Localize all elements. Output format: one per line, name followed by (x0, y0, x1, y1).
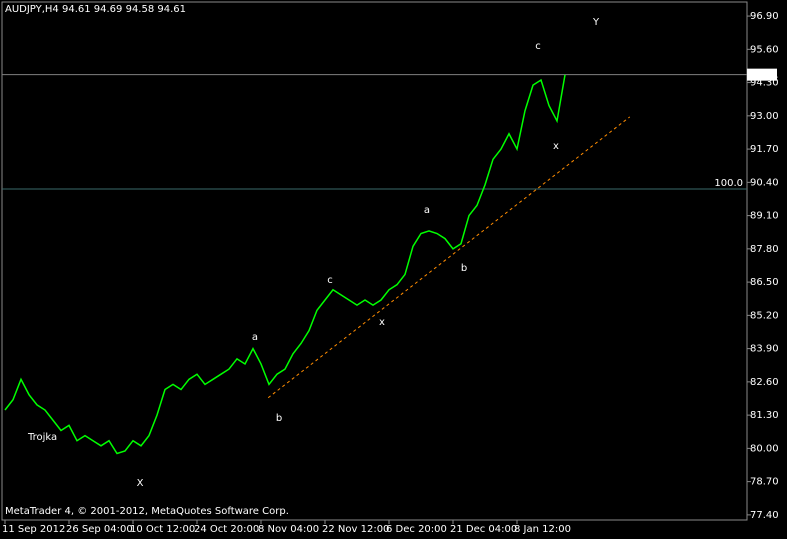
y-tick-label: 91.70 (750, 144, 779, 155)
wave-label: x (379, 317, 385, 328)
footer: MetaTrader 4, © 2001-2012, MetaQuotes So… (5, 506, 289, 517)
wave-label: c (327, 275, 333, 286)
wave-label: Y (592, 17, 600, 28)
y-tick-label: 93.00 (750, 111, 779, 122)
y-tick-label: 78.70 (750, 477, 779, 488)
x-tick-label: 26 Sep 04:00 (66, 524, 133, 535)
x-tick-label: 21 Dec 04:00 (450, 524, 517, 535)
level-label: 100.0 (714, 178, 743, 189)
y-tick-label: 82.60 (750, 377, 779, 388)
wave-label: x (553, 141, 559, 152)
chart-title: AUDJPY,H4 94.61 94.69 94.58 94.61 (5, 4, 186, 15)
y-tick-label: 81.30 (750, 410, 779, 421)
wave-label: Trojka (27, 432, 57, 443)
wave-label: c (535, 41, 541, 52)
x-tick-label: 10 Oct 12:00 (130, 524, 195, 535)
wave-label: b (276, 413, 282, 424)
y-tick-label: 90.40 (750, 177, 779, 188)
x-tick-label: 6 Dec 20:00 (386, 524, 447, 535)
wave-label: b (461, 263, 467, 274)
y-tick-label: 89.10 (750, 211, 779, 222)
plot-frame (1, 1, 748, 521)
last-price-box (747, 68, 777, 81)
y-tick-label: 87.80 (750, 244, 779, 255)
last-price-label: 94.61 (750, 70, 779, 81)
trendline (267, 116, 631, 399)
y-tick-label: 80.00 (750, 443, 779, 454)
x-tick-label: 22 Nov 12:00 (322, 524, 389, 535)
x-tick-label: 24 Oct 20:00 (194, 524, 259, 535)
y-tick-label: 83.90 (750, 344, 779, 355)
wave-label: a (424, 205, 430, 216)
x-tick-label: 11 Sep 2012 (2, 524, 65, 535)
y-tick-label: 94.30 (750, 78, 779, 89)
y-tick-label: 96.90 (750, 11, 779, 22)
y-tick-label: 95.60 (750, 44, 779, 55)
y-tick-label: 85.20 (750, 310, 779, 321)
x-tick-label: 8 Jan 12:00 (514, 524, 571, 535)
price-line (4, 74, 566, 455)
wave-label: a (252, 332, 258, 343)
x-tick-label: 8 Nov 04:00 (258, 524, 319, 535)
wave-label: X (137, 478, 144, 489)
y-tick-label: 77.40 (750, 510, 779, 521)
y-tick-label: 86.50 (750, 277, 779, 288)
